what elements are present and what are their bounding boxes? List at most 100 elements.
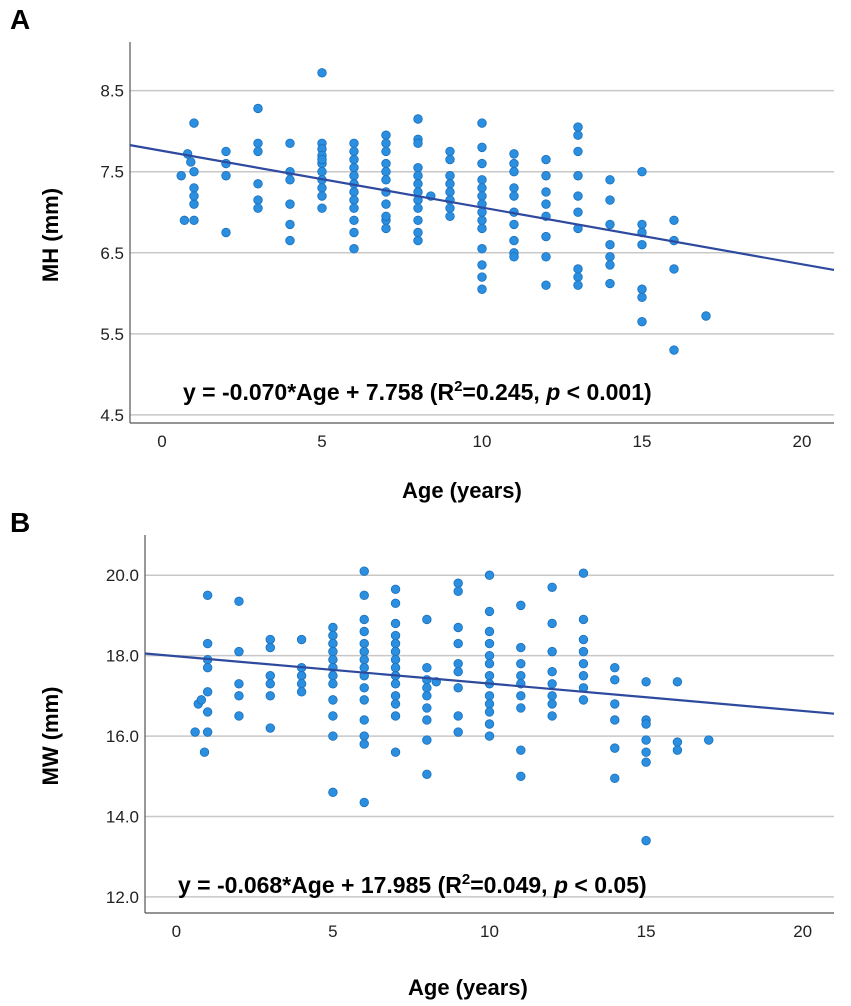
data-point bbox=[641, 677, 651, 687]
data-point bbox=[359, 614, 369, 625]
data-point bbox=[413, 171, 423, 181]
data-point bbox=[186, 157, 196, 167]
data-point bbox=[349, 154, 359, 165]
data-point bbox=[221, 227, 231, 238]
data-point bbox=[509, 149, 519, 159]
data-point bbox=[541, 187, 551, 197]
data-point bbox=[578, 658, 589, 669]
data-point bbox=[477, 175, 487, 185]
data-point bbox=[573, 207, 583, 217]
data-point bbox=[610, 743, 620, 753]
data-point bbox=[547, 699, 557, 709]
data-point bbox=[381, 158, 391, 169]
data-point bbox=[234, 596, 244, 607]
data-point bbox=[477, 118, 487, 128]
data-point bbox=[477, 244, 487, 254]
data-point bbox=[189, 215, 199, 226]
data-point bbox=[390, 711, 401, 721]
data-point bbox=[202, 590, 213, 601]
data-point bbox=[253, 203, 263, 213]
data-point bbox=[541, 252, 551, 262]
data-point bbox=[509, 158, 519, 169]
data-point bbox=[477, 142, 487, 153]
x-tick-label: 10 bbox=[473, 432, 492, 451]
data-point bbox=[573, 264, 583, 274]
data-point bbox=[541, 171, 551, 181]
x-tick-label: 15 bbox=[633, 432, 652, 451]
data-point bbox=[516, 745, 526, 755]
data-point bbox=[541, 154, 551, 165]
data-point bbox=[317, 203, 327, 213]
data-point bbox=[413, 179, 423, 189]
data-point bbox=[484, 658, 495, 669]
x-tick-label: 5 bbox=[317, 432, 326, 451]
data-point bbox=[547, 667, 557, 677]
data-point bbox=[221, 171, 231, 181]
data-point bbox=[202, 663, 213, 673]
data-point bbox=[317, 68, 327, 78]
data-point bbox=[477, 207, 487, 217]
data-point bbox=[641, 747, 651, 757]
data-point bbox=[265, 642, 275, 653]
data-point bbox=[484, 671, 495, 681]
y-tick-label: 18.0 bbox=[106, 647, 139, 666]
data-point bbox=[547, 679, 557, 689]
data-point bbox=[296, 671, 307, 681]
data-point bbox=[253, 146, 263, 157]
data-point bbox=[516, 691, 526, 701]
data-point bbox=[547, 646, 557, 657]
data-point bbox=[359, 715, 369, 725]
data-point bbox=[445, 154, 455, 165]
data-point bbox=[234, 711, 244, 721]
data-point bbox=[265, 679, 275, 689]
data-point bbox=[453, 638, 463, 649]
data-point bbox=[359, 797, 369, 808]
data-point bbox=[477, 284, 487, 294]
data-point bbox=[610, 663, 620, 673]
data-point bbox=[422, 735, 432, 745]
data-point bbox=[285, 219, 295, 230]
data-point bbox=[453, 711, 463, 721]
y-tick-label: 14.0 bbox=[106, 807, 139, 826]
data-point bbox=[381, 130, 391, 140]
data-point bbox=[413, 138, 423, 149]
data-point bbox=[453, 622, 463, 633]
data-point bbox=[672, 737, 683, 747]
scatter-plot-a: 4.5 5.5 6.5 7.5 8.5 0 5 10 15 20 y = -0.070*Age + … bbox=[100, 42, 835, 451]
y-tick-label: 16.0 bbox=[106, 727, 139, 746]
data-point bbox=[610, 773, 620, 783]
data-point bbox=[541, 231, 551, 242]
data-point bbox=[381, 167, 391, 177]
data-point bbox=[285, 138, 295, 149]
x-tick-label: 10 bbox=[480, 922, 499, 941]
data-point bbox=[484, 731, 495, 741]
data-point bbox=[422, 715, 432, 725]
data-point bbox=[422, 683, 432, 693]
data-point bbox=[317, 183, 327, 193]
data-point bbox=[445, 187, 455, 197]
data-point bbox=[669, 215, 679, 226]
data-point bbox=[516, 642, 526, 653]
data-point bbox=[672, 745, 683, 755]
data-point bbox=[253, 138, 263, 149]
data-point bbox=[516, 671, 526, 681]
data-point bbox=[349, 195, 359, 205]
data-point bbox=[605, 175, 615, 185]
data-point bbox=[672, 677, 683, 687]
data-point bbox=[509, 191, 519, 201]
panel-label-a: A bbox=[10, 4, 31, 35]
data-point bbox=[328, 695, 338, 705]
x-axis-label-b: Age (years) bbox=[408, 975, 528, 1000]
data-point bbox=[381, 138, 391, 149]
data-point bbox=[390, 618, 401, 629]
data-point bbox=[547, 691, 557, 701]
data-point bbox=[477, 260, 487, 270]
data-point bbox=[189, 167, 199, 177]
data-point bbox=[453, 586, 463, 596]
data-point bbox=[202, 707, 213, 717]
data-point bbox=[453, 683, 463, 693]
data-point bbox=[381, 175, 391, 185]
data-point bbox=[610, 675, 620, 685]
data-point bbox=[637, 167, 647, 177]
data-point bbox=[422, 663, 432, 673]
